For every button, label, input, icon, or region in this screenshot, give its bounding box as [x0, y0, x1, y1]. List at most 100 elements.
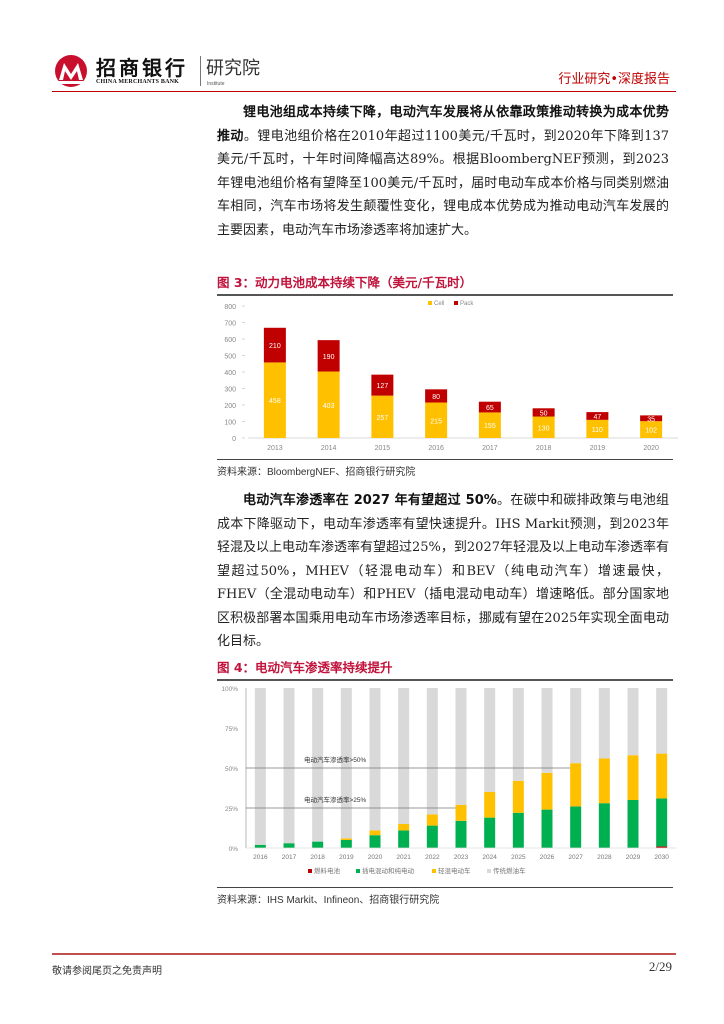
bar-segment [340, 838, 352, 840]
x-tick-label: 2023 [454, 854, 469, 861]
bar-value-label: 458 [269, 398, 281, 405]
header-rule [52, 91, 676, 92]
brand-name-en: CHINA MERCHANTS BANK [96, 79, 180, 85]
brand-name-cn: 招商银行 [96, 56, 188, 80]
bar-value-label: 102 [645, 428, 657, 435]
bar-segment [656, 798, 668, 847]
legend-label: 传统燃油车 [493, 866, 526, 875]
threshold-label: 电动汽车渗透率>50% [304, 755, 367, 764]
legend-label: 轻混电动车 [438, 866, 471, 875]
cmb-logo-icon [55, 55, 87, 87]
bar-segment [340, 688, 352, 839]
paragraph-body: 。在碳中和碳排政策与电池组成本下降驱动下，电动车渗透率有望快速提升。IHS Ma… [217, 493, 669, 649]
y-tick-label: 100% [221, 686, 238, 693]
bar-segment [478, 401, 501, 413]
bar-segment [532, 416, 555, 438]
bar-segment [627, 688, 639, 756]
bar-value-label: 257 [377, 415, 389, 422]
bar-segment [656, 688, 668, 754]
x-tick-label: 2015 [375, 445, 391, 452]
bar-segment [541, 772, 553, 810]
bar-segment [640, 415, 663, 422]
institute-name-en: Institute [207, 81, 225, 87]
x-tick-label: 2030 [654, 854, 669, 861]
x-tick-label: 2029 [626, 854, 641, 861]
x-tick-label: 2017 [482, 445, 498, 452]
bar-segment [371, 395, 394, 438]
bar-segment [586, 412, 609, 420]
legend-swatch [428, 301, 432, 305]
threshold-label: 电动汽车渗透率>25% [304, 795, 367, 804]
bar-segment [532, 408, 555, 417]
x-tick-label: 2016 [253, 854, 268, 861]
x-tick-label: 2013 [267, 445, 283, 452]
bar-segment [512, 812, 524, 848]
bar-segment [425, 389, 448, 403]
x-tick-label: 2028 [597, 854, 612, 861]
x-tick-label: 2014 [321, 445, 337, 452]
x-tick-label: 2016 [428, 445, 444, 452]
bar-segment [484, 792, 496, 818]
bar-segment [570, 763, 582, 807]
y-tick-label: 50% [225, 766, 238, 773]
bar-segment [570, 806, 582, 848]
bar-segment [317, 371, 340, 438]
figure4-source: 资料来源：IHS Markit、Infineon、招商银行研究院 [217, 887, 673, 906]
bar-value-label: 130 [538, 425, 550, 432]
bar-segment [656, 753, 668, 799]
y-tick-label: 800 [224, 304, 236, 311]
bar-segment [312, 841, 324, 848]
bar-segment [369, 830, 381, 836]
y-tick-label: 25% [225, 806, 238, 813]
bar-segment [598, 803, 610, 848]
institute-name-cn: 研究院 [206, 58, 260, 79]
bar-value-label: 110 [592, 427, 603, 434]
bar-segment [398, 688, 410, 824]
bar-segment [512, 780, 524, 813]
bar-segment [598, 758, 610, 804]
paragraph-ev-penetration: 电动汽车渗透率在 2027 年有望超过 50%。在碳中和碳排政策与电池组成本下降… [217, 489, 669, 654]
x-tick-label: 2018 [310, 854, 325, 861]
y-tick-label: 75% [225, 726, 238, 733]
y-tick-label: 600 [224, 337, 236, 344]
bar-segment [369, 688, 381, 831]
legend-label: 插电混动和纯电动 [362, 866, 415, 875]
bar-value-label: 65 [486, 405, 494, 412]
bar-segment [455, 820, 467, 848]
bar-value-label: 50 [540, 410, 548, 417]
x-tick-label: 2018 [536, 445, 552, 452]
x-tick-label: 2027 [568, 854, 583, 861]
y-tick-label: 200 [224, 403, 236, 410]
bar-segment [484, 688, 496, 792]
bar-segment [484, 817, 496, 848]
bar-segment [425, 402, 448, 438]
bar-segment [512, 688, 524, 781]
bar-value-label: 47 [593, 414, 601, 421]
bar-segment [656, 846, 668, 848]
page-header: 招商银行 CHINA MERCHANTS BANK 研究院 Institute … [52, 50, 676, 90]
y-tick-label: 500 [224, 354, 236, 361]
y-tick-label: 0% [229, 846, 239, 853]
bar-segment [369, 835, 381, 848]
y-tick-label: 300 [224, 387, 236, 394]
x-tick-label: 2026 [540, 854, 555, 861]
legend-label: 燃料电池 [314, 866, 341, 875]
legend-swatch [487, 869, 491, 873]
footer-disclaimer: 敬请参阅尾页之免责声明 [52, 966, 162, 977]
bar-segment [541, 809, 553, 848]
page-number: 2/29 [648, 959, 672, 974]
bar-segment [340, 840, 352, 848]
x-tick-label: 2020 [368, 854, 383, 861]
y-tick-label: 100 [224, 420, 236, 427]
paragraph-battery-cost: 锂电池组成本持续下降，电动汽车发展将从依靠政策推动转换为成本优势推动。锂电池组价… [217, 101, 669, 242]
legend-label: Cell [434, 301, 444, 307]
bar-segment [371, 374, 394, 396]
bar-segment [586, 419, 609, 438]
legend-swatch [308, 869, 312, 873]
report-type-label: 行业研究•深度报告 [558, 72, 670, 87]
bar-segment [398, 830, 410, 848]
y-tick-label: 0 [232, 436, 236, 443]
x-tick-label: 2017 [282, 854, 297, 861]
paragraph-body: 。锂电池组价格在2010年超过1100美元/千瓦时，到2020年下降到137美元… [217, 128, 669, 238]
legend-swatch [454, 301, 458, 305]
